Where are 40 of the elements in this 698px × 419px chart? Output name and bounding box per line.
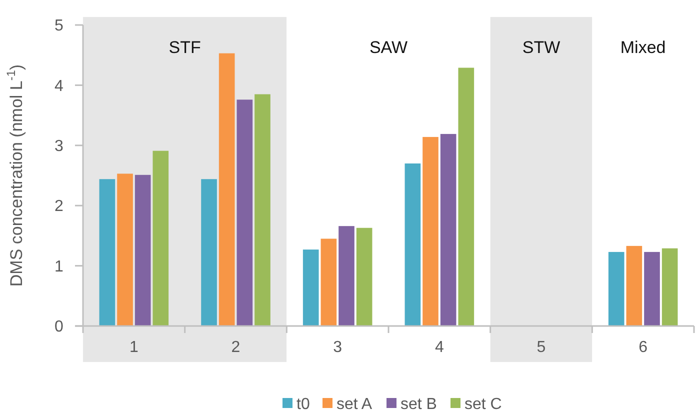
band-label: SAW (369, 38, 408, 57)
bar (218, 53, 235, 326)
x-tick-label: 3 (333, 339, 342, 356)
bar (254, 94, 270, 326)
y-tick-label: 4 (54, 78, 64, 95)
legend-label: set C (464, 396, 502, 413)
band-label: STF (168, 38, 201, 57)
y-tick-label: 1 (54, 258, 64, 276)
legend-label: t0 (296, 396, 310, 413)
x-tick-label: 1 (129, 339, 138, 356)
bar (302, 250, 319, 326)
bar (458, 68, 474, 326)
y-tick-label: 3 (54, 138, 64, 155)
bar (644, 252, 660, 326)
y-tick-label: 2 (54, 198, 64, 216)
bar (440, 134, 456, 326)
x-tick-label: 5 (536, 339, 546, 356)
bar (626, 246, 642, 326)
bar (201, 179, 217, 326)
x-tick-label: 6 (638, 339, 648, 356)
bar (152, 150, 169, 326)
bar (236, 100, 253, 326)
x-tick-label: 2 (231, 339, 240, 356)
bar (662, 248, 678, 326)
bar (99, 179, 116, 326)
bar (134, 174, 151, 326)
band-label: Mixed (620, 38, 666, 57)
legend-label: set A (336, 396, 372, 413)
bar (422, 136, 438, 326)
bar (338, 226, 354, 326)
bar (404, 163, 421, 326)
y-tick-label: 5 (54, 18, 64, 35)
bar (608, 252, 624, 326)
band-label: STW (522, 38, 560, 57)
bar (320, 238, 337, 326)
bar (356, 228, 372, 326)
bar (117, 174, 133, 326)
x-tick-label: 4 (434, 339, 444, 356)
legend-label: set B (400, 396, 437, 413)
y-tick-label: 0 (54, 318, 64, 336)
